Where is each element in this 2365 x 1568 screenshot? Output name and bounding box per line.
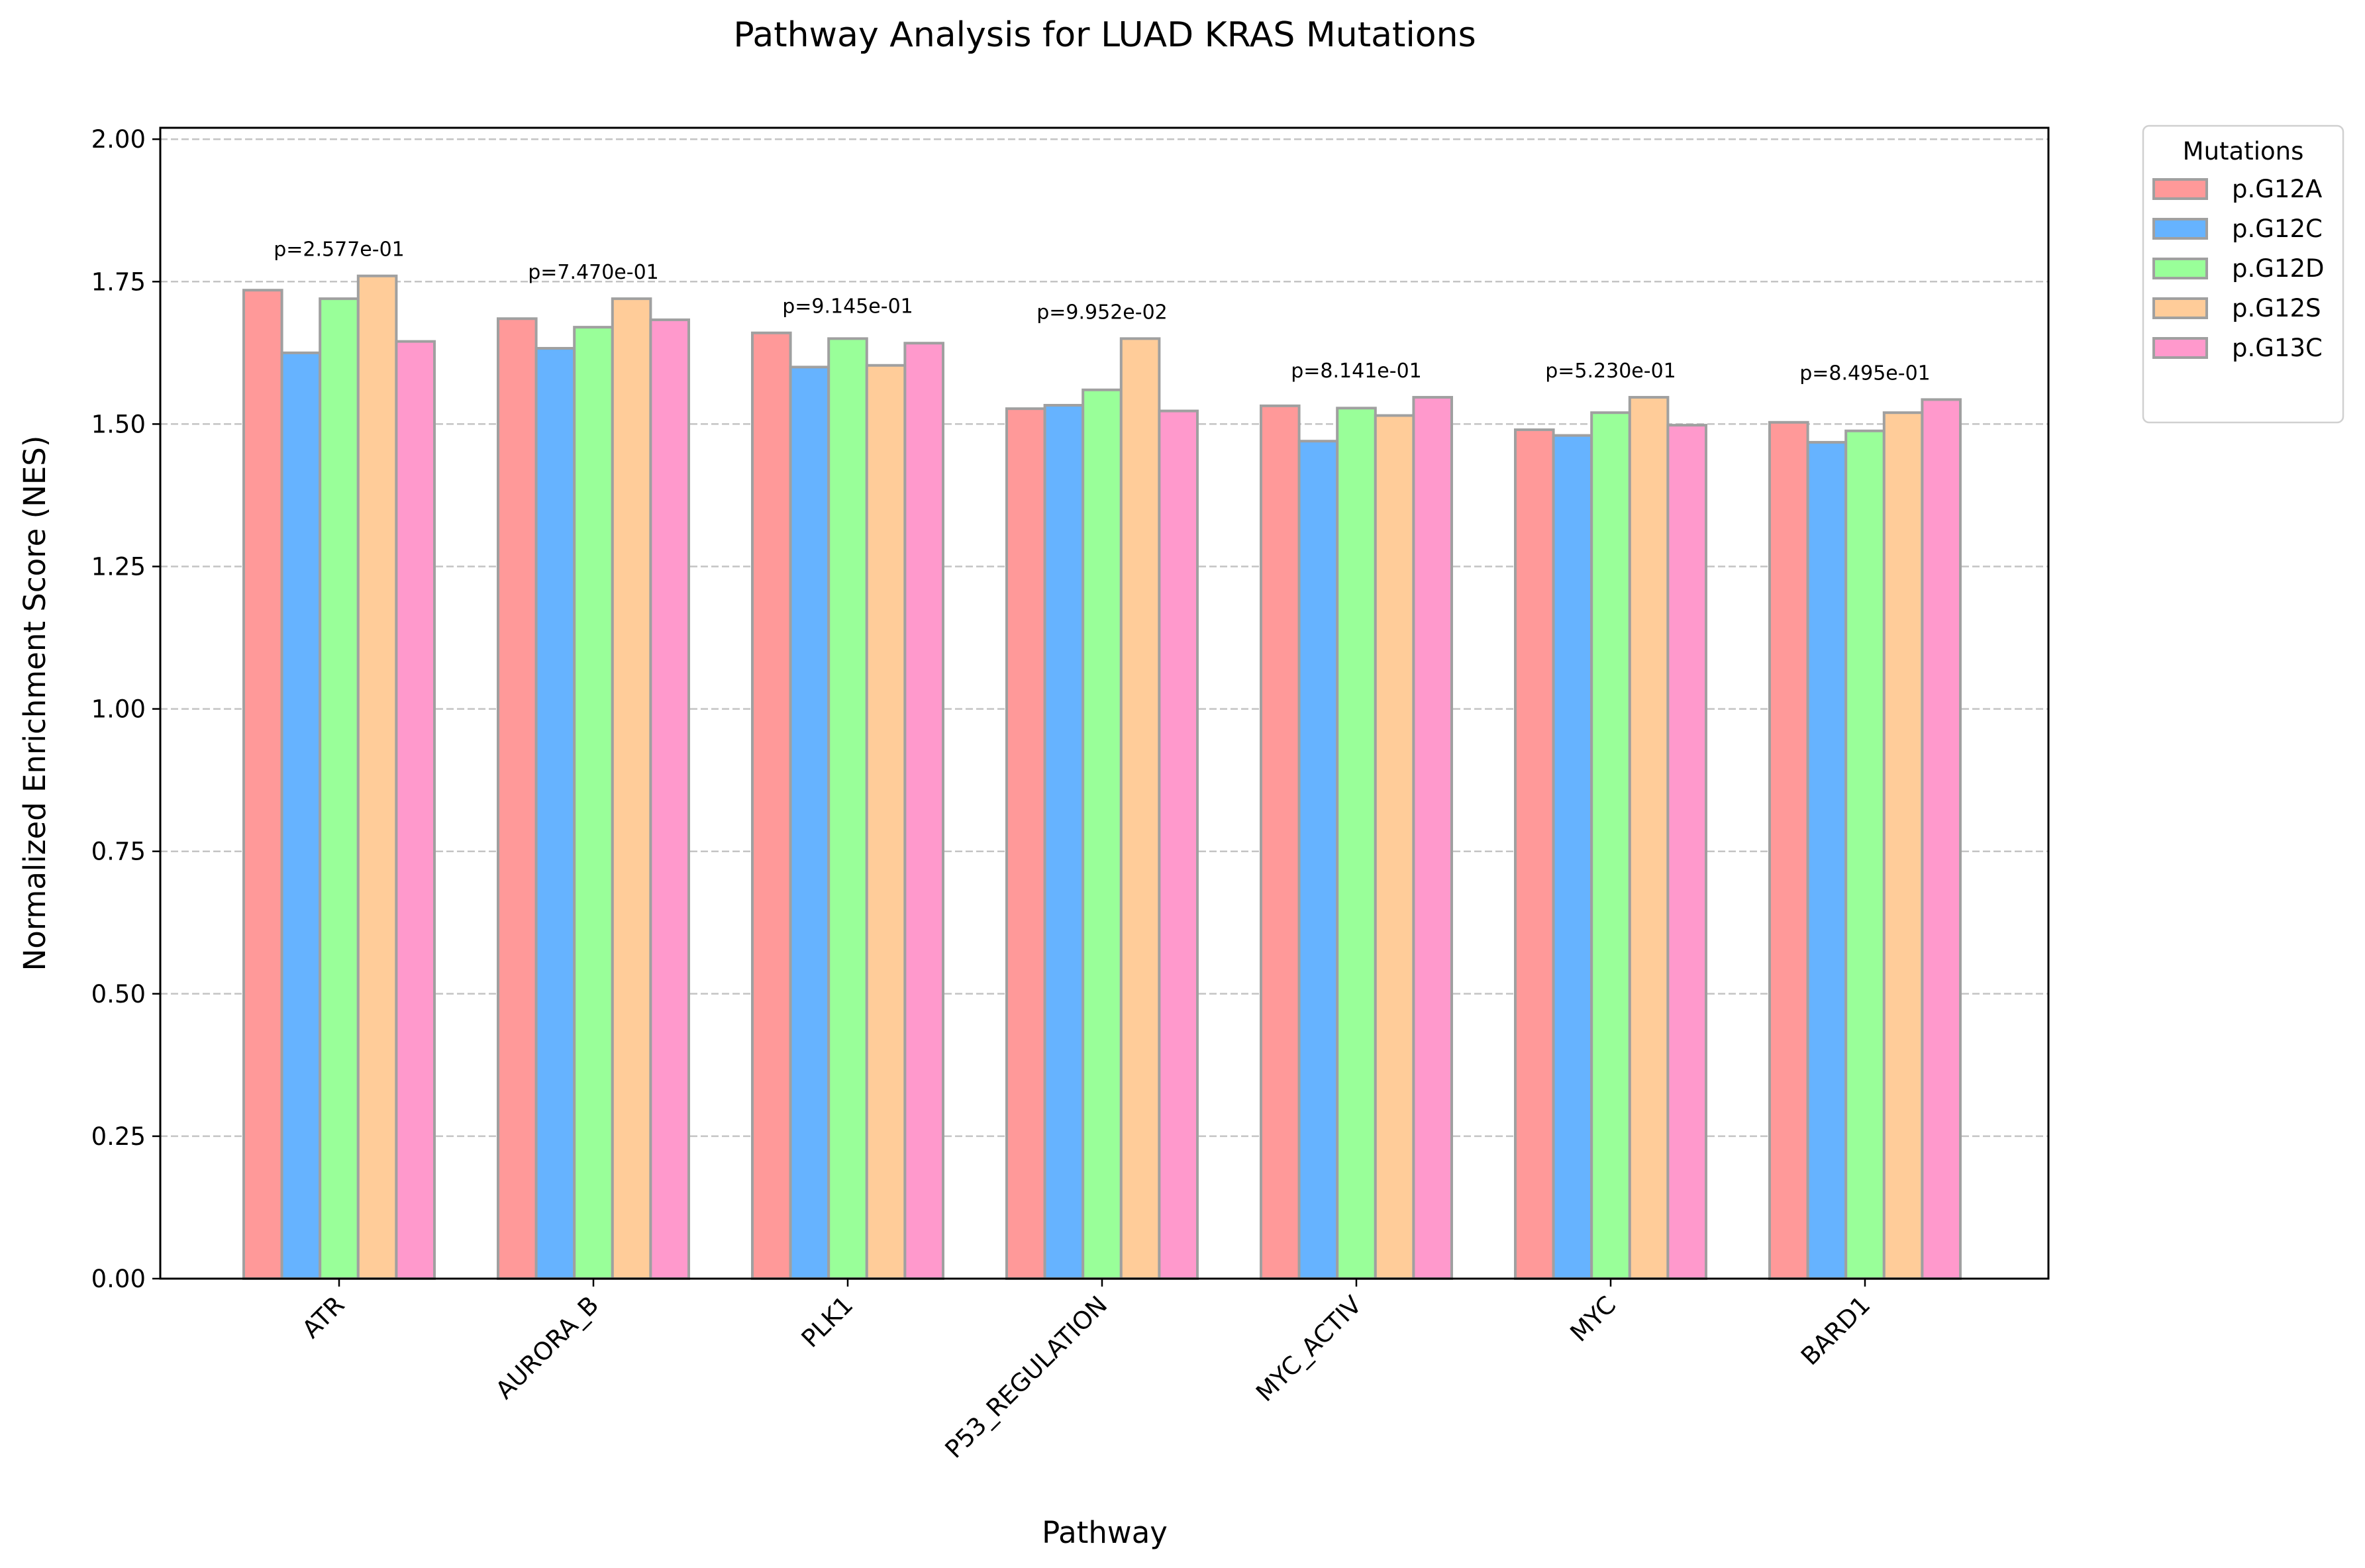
bar-pg12a-p53_regulation: [1005, 407, 1046, 1280]
y-tick-label: 0.75: [91, 838, 146, 866]
bar-pg12c-myc_activ: [1297, 440, 1339, 1281]
bar-pg12s-bard1: [1882, 411, 1924, 1280]
p-value-label: p=5.230e-01: [1545, 360, 1676, 383]
y-tick-label: 1.75: [91, 268, 146, 296]
legend-label: p.G12A: [2232, 175, 2322, 203]
y-tick-label: 0.00: [91, 1265, 146, 1293]
bar-pg12a-myc: [1514, 428, 1555, 1280]
x-tick-label: P53_REGULATION: [940, 1291, 1113, 1464]
bar-pg12s-p53_regulation: [1119, 337, 1161, 1280]
bar-pg12d-myc_activ: [1336, 407, 1377, 1281]
bar-pg12c-plk1: [789, 366, 830, 1280]
legend-label: p.G12C: [2232, 215, 2323, 243]
bar-pg12a-plk1: [751, 331, 792, 1281]
bar-pg13c-myc_activ: [1412, 395, 1453, 1281]
x-axis-label: Pathway: [1042, 1515, 1168, 1550]
bar-pg13c-p53_regulation: [1158, 409, 1199, 1280]
bar-pg13c-aurora_b: [649, 318, 691, 1280]
x-axis: ATR AURORA_B PLK1 P53_REGULATION MYC_ACTIV MY…: [297, 1279, 1876, 1464]
x-tick-label: ATR: [297, 1291, 350, 1344]
p-value-label: p=8.141e-01: [1291, 360, 1422, 383]
legend-label: p.G12D: [2232, 254, 2325, 283]
plot-frame: [159, 126, 2050, 1280]
bar-pg12s-aurora_b: [611, 297, 652, 1281]
p-value-label: p=8.495e-01: [1799, 362, 1931, 385]
bar-pg12s-myc: [1628, 395, 1670, 1281]
y-tick-label: 1.50: [91, 410, 146, 438]
bar-pg13c-plk1: [903, 342, 945, 1280]
bar-pg12d-p53_regulation: [1082, 388, 1123, 1280]
bar-pg12d-plk1: [827, 337, 868, 1280]
bar-pg12a-aurora_b: [497, 317, 538, 1280]
bar-pg12d-bard1: [1844, 429, 1886, 1280]
legend-swatch-pg13c: [2152, 337, 2208, 359]
legend: Mutations p.G12A p.G12C p.G12D p.G12S p.G13C: [2142, 124, 2344, 424]
bar-pg13c-myc: [1666, 424, 1707, 1280]
bar-pg12a-myc_activ: [1260, 404, 1301, 1280]
x-tick-label: AURORA_B: [490, 1291, 604, 1404]
x-tick-label: PLK1: [796, 1291, 859, 1353]
bar-pg12d-aurora_b: [573, 326, 614, 1280]
legend-swatch-pg12a: [2152, 178, 2208, 200]
bar-pg12c-atr: [280, 351, 322, 1280]
p-value-label: p=7.470e-01: [528, 261, 659, 284]
bar-pg12s-myc_activ: [1374, 414, 1415, 1280]
y-tick-label: 1.25: [91, 553, 146, 581]
bar-pg13c-bard1: [1921, 398, 1962, 1280]
bar-pg12s-plk1: [865, 364, 907, 1280]
y-tick-label: 1.00: [91, 695, 146, 724]
x-tick-label: BARD1: [1795, 1291, 1876, 1371]
y-axis: 0.00 0.25 0.50 0.75 1.00 1.25 1.50 1.75 2.00: [91, 125, 160, 1293]
bars: [242, 274, 1962, 1281]
bar-pg12d-atr: [319, 297, 360, 1281]
legend-label: p.G12S: [2232, 294, 2321, 322]
bar-pg12a-bard1: [1768, 420, 1809, 1281]
y-axis-label: Normalized Enrichment Score (NES): [17, 436, 52, 971]
y-tick-label: 0.25: [91, 1122, 146, 1151]
chart-title: Pathway Analysis for LUAD KRAS Mutations: [733, 15, 1476, 55]
legend-label: p.G13C: [2232, 334, 2323, 362]
y-tick-label: 2.00: [91, 125, 146, 154]
bar-pg12c-aurora_b: [534, 346, 576, 1280]
bar-pg12c-p53_regulation: [1043, 404, 1085, 1281]
p-value-labels: p=2.577e-01 p=7.470e-01 p=9.145e-01 p=9.952…: [274, 238, 1931, 385]
legend-swatch-pg12d: [2152, 258, 2208, 279]
legend-title: Mutations: [2183, 137, 2304, 166]
bar-pg12c-bard1: [1806, 440, 1848, 1280]
bar-pg12s-atr: [356, 274, 398, 1280]
bar-pg12d-myc: [1590, 411, 1631, 1280]
bar-pg12a-atr: [242, 289, 283, 1280]
y-tick-label: 0.50: [91, 980, 146, 1008]
p-value-label: p=9.145e-01: [782, 295, 913, 318]
bar-pg12c-myc: [1552, 434, 1593, 1280]
legend-swatch-pg12s: [2152, 297, 2208, 319]
x-tick-label: MYC_ACTIV: [1250, 1291, 1367, 1407]
legend-swatch-pg12c: [2152, 218, 2208, 240]
bar-pg13c-atr: [395, 340, 436, 1280]
p-value-label: p=9.952e-02: [1036, 301, 1168, 324]
p-value-label: p=2.577e-01: [274, 238, 405, 262]
x-tick-label: MYC: [1565, 1291, 1622, 1348]
